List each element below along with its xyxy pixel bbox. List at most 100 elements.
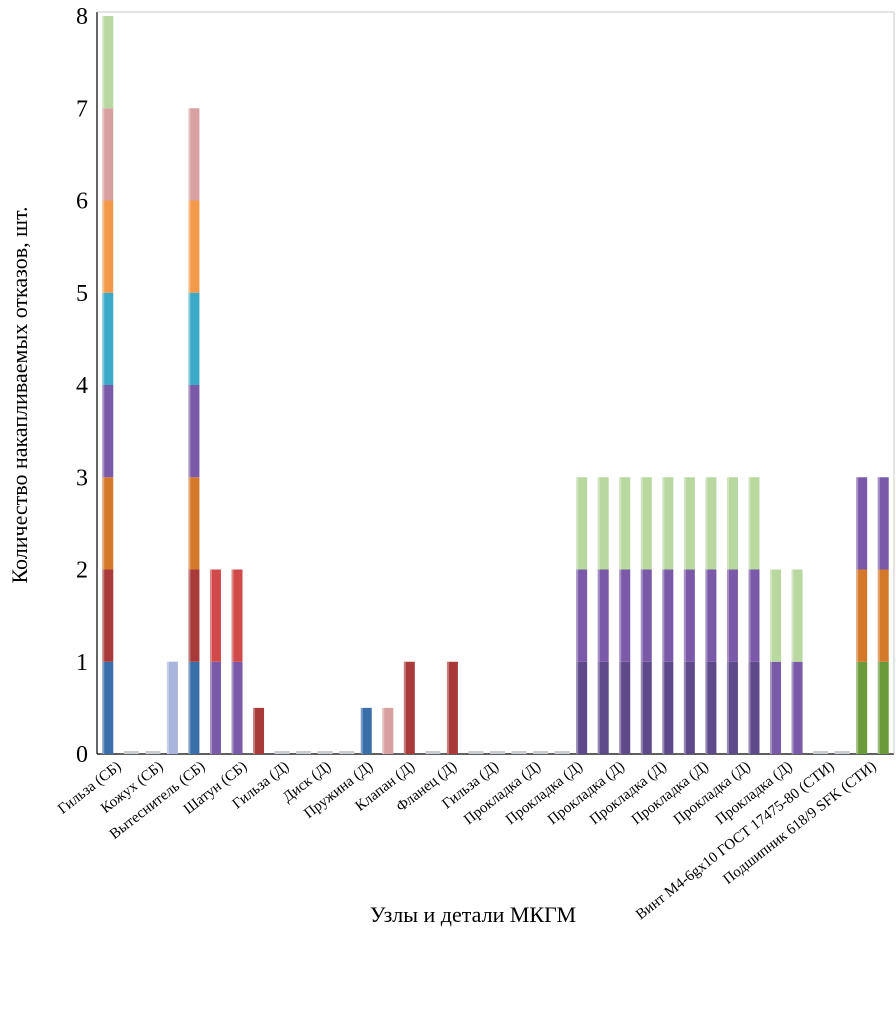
bar-segment: [188, 385, 200, 478]
bar-segment: [102, 108, 114, 201]
bar-highlight: [748, 477, 751, 570]
bar-highlight: [726, 477, 729, 570]
y-tick-label: 5: [76, 281, 88, 307]
empty-bar-base: [813, 751, 829, 754]
y-tick-label: 1: [76, 650, 88, 676]
bar-highlight: [619, 477, 622, 570]
bar-segment: [726, 477, 738, 570]
bar-segment: [683, 477, 695, 570]
bar-segment: [188, 292, 200, 385]
bar-highlight: [726, 569, 729, 662]
bar-segment: [662, 569, 674, 662]
bar-highlight: [382, 707, 385, 754]
bar-segment: [770, 569, 782, 662]
empty-bar-base: [554, 751, 570, 754]
bar-segment: [705, 477, 717, 570]
bar-segment: [102, 477, 114, 570]
plot-frame: [96, 11, 895, 755]
bar-highlight: [877, 661, 880, 754]
empty-bar-base: [145, 751, 161, 754]
x-axis-title: Узлы и детали МКГМ: [370, 902, 576, 927]
bar-highlight: [705, 661, 708, 754]
bar-segment: [856, 477, 868, 570]
bar-highlight: [102, 16, 105, 109]
bar-segment: [102, 661, 114, 754]
bar-highlight: [102, 200, 105, 293]
empty-bar-base: [339, 751, 355, 754]
bar-segment: [231, 569, 243, 662]
bar-segment: [102, 385, 114, 478]
empty-bar-base: [274, 751, 290, 754]
bar-highlight: [705, 477, 708, 570]
bar-highlight: [597, 569, 600, 662]
bar-segment: [102, 569, 114, 662]
bar-segment: [597, 477, 609, 570]
bar-segment: [231, 661, 243, 754]
bar-segment: [446, 661, 458, 754]
bar-highlight: [619, 661, 622, 754]
bar-highlight: [166, 661, 169, 754]
empty-bar-base: [490, 751, 505, 754]
bar-highlight: [188, 200, 191, 293]
bar-highlight: [597, 661, 600, 754]
bar-highlight: [576, 661, 579, 754]
y-tick-labels: 0 1 2 3 4 5 6 7 8: [76, 4, 88, 768]
bar-highlight: [726, 661, 729, 754]
bar-segment: [360, 707, 372, 754]
bar-highlight: [102, 477, 105, 570]
bar-segment: [188, 661, 200, 754]
bar-segment: [662, 477, 674, 570]
y-tick-label: 2: [76, 558, 88, 584]
bar-highlight: [360, 707, 363, 754]
bar-highlight: [188, 292, 191, 385]
bar-segment: [188, 200, 200, 293]
bar-highlight: [856, 569, 859, 662]
empty-bar-base: [511, 751, 527, 754]
bar-segment: [877, 661, 889, 754]
bar-segment: [102, 200, 114, 293]
bar-segment: [102, 292, 114, 385]
bar-highlight: [748, 661, 751, 754]
bar-segment: [770, 661, 782, 754]
y-tick-label: 8: [76, 4, 88, 30]
bar-highlight: [253, 707, 256, 754]
bar-highlight: [209, 569, 212, 662]
y-tick-label: 0: [76, 742, 88, 768]
bar-segment: [640, 661, 652, 754]
bar-segment: [705, 569, 717, 662]
bar-segment: [403, 661, 415, 754]
bar-highlight: [102, 108, 105, 201]
bar-highlight: [640, 661, 643, 754]
bar-segment: [662, 661, 674, 754]
bar-highlight: [791, 569, 794, 662]
bar-highlight: [102, 385, 105, 478]
bar-highlight: [705, 569, 708, 662]
bar-highlight: [770, 661, 773, 754]
bar-highlight: [877, 477, 880, 570]
empty-bar-base: [317, 751, 333, 754]
bar-highlight: [102, 569, 105, 662]
y-axis-title: Количество накапливаемых отказов, шт.: [7, 206, 32, 583]
bar-highlight: [856, 477, 859, 570]
bar-segment: [382, 707, 394, 754]
bar-segment: [726, 569, 738, 662]
y-tick-label: 3: [76, 465, 88, 491]
bar-segment: [188, 477, 200, 570]
bar-highlight: [403, 661, 406, 754]
bar-segment: [619, 569, 631, 662]
bar-segment: [856, 661, 868, 754]
bar-highlight: [446, 661, 449, 754]
bar-segment: [748, 477, 760, 570]
bar-highlight: [683, 569, 686, 662]
bar-highlight: [231, 661, 234, 754]
bar-highlight: [770, 569, 773, 662]
bar-segment: [102, 16, 114, 109]
bar-segment: [576, 661, 588, 754]
bar-highlight: [683, 661, 686, 754]
bar-highlight: [748, 569, 751, 662]
y-tick-label: 6: [76, 189, 88, 215]
bar-highlight: [640, 477, 643, 570]
bar-highlight: [576, 477, 579, 570]
bar-segment: [726, 661, 738, 754]
bar-highlight: [188, 569, 191, 662]
